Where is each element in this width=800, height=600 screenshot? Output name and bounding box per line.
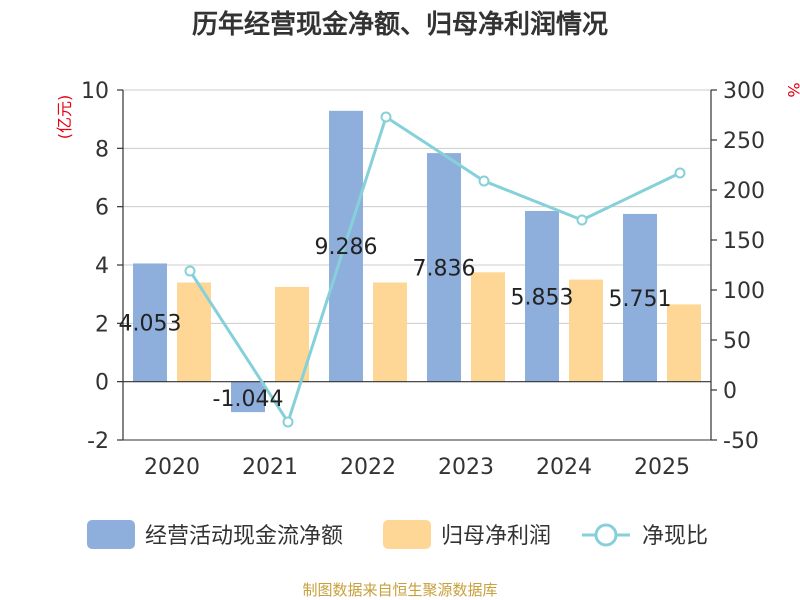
right-tick-label: 100 <box>723 279 765 304</box>
bar-net-profit <box>471 272 505 382</box>
bar-net-profit <box>373 282 407 382</box>
data-label-cashflow: 7.836 <box>413 256 476 281</box>
ratio-point <box>282 416 294 428</box>
right-tick-label: 50 <box>723 329 751 354</box>
source-note: 制图数据来自恒生聚源数据库 <box>302 581 497 599</box>
ratio-point <box>380 111 392 123</box>
ratio-point <box>576 214 588 226</box>
right-tick-label: 200 <box>723 179 765 204</box>
bar-cashflow <box>525 210 559 382</box>
right-tick-label: 250 <box>723 129 765 154</box>
legend-label-net-profit: 归母净利润 <box>441 524 551 549</box>
x-tick-label: 2024 <box>536 455 592 480</box>
left-tick-label: 10 <box>81 79 109 104</box>
x-tick-label: 2025 <box>634 455 690 480</box>
data-label-cashflow: 9.286 <box>315 235 378 260</box>
chart-title: 历年经营现金净额、归母净利润情况 <box>192 9 608 40</box>
left-tick-label: 8 <box>95 137 109 162</box>
right-tick-label: 150 <box>723 229 765 254</box>
left-tick-label: 4 <box>95 254 109 279</box>
right-axis-unit: % <box>784 82 800 97</box>
left-tick-label: -2 <box>87 429 109 454</box>
bar-net-profit <box>275 286 309 382</box>
legend: 经营活动现金流净额 归母净利润 净现比 <box>87 520 708 549</box>
data-label-cashflow: 4.053 <box>119 312 182 337</box>
ratio-point <box>674 167 686 179</box>
left-tick-label: 6 <box>95 196 109 221</box>
legend-swatch-net-profit <box>383 520 431 549</box>
bar-cashflow <box>133 263 167 382</box>
legend-swatch-cashflow <box>87 520 135 549</box>
data-label-cashflow: -1.044 <box>213 387 284 412</box>
data-label-cashflow: 5.853 <box>511 285 574 310</box>
bar-net-profit <box>569 279 603 382</box>
bar-cashflow <box>623 213 657 382</box>
ratio-line <box>188 115 681 424</box>
right-tick-label: 0 <box>723 379 737 404</box>
x-tick-label: 2021 <box>242 455 298 480</box>
x-tick-label: 2023 <box>438 455 494 480</box>
bar-cashflow <box>231 381 265 413</box>
left-tick-label: 2 <box>95 312 109 337</box>
bar-net-profit <box>667 304 701 382</box>
right-tick-label: -50 <box>723 429 759 454</box>
ratio-point <box>184 265 196 277</box>
x-tick-label: 2020 <box>144 455 200 480</box>
bar-net-profit <box>177 282 211 382</box>
ratio-point <box>478 175 490 187</box>
x-tick-label: 2022 <box>340 455 396 480</box>
left-axis-unit: (亿元) <box>55 95 74 140</box>
data-label-cashflow: 5.751 <box>609 287 672 312</box>
plot-area: -2 0 2 4 6 8 10 -50 0 50 100 150 200 250 300 2020 2021 20… <box>81 79 765 480</box>
legend-marker-ratio <box>594 523 618 547</box>
right-tick-label: 300 <box>723 79 765 104</box>
bar-cashflow <box>427 153 461 382</box>
left-tick-label: 0 <box>95 371 109 396</box>
legend-label-ratio: 净现比 <box>642 524 708 549</box>
legend-label-cashflow: 经营活动现金流净额 <box>145 524 343 549</box>
